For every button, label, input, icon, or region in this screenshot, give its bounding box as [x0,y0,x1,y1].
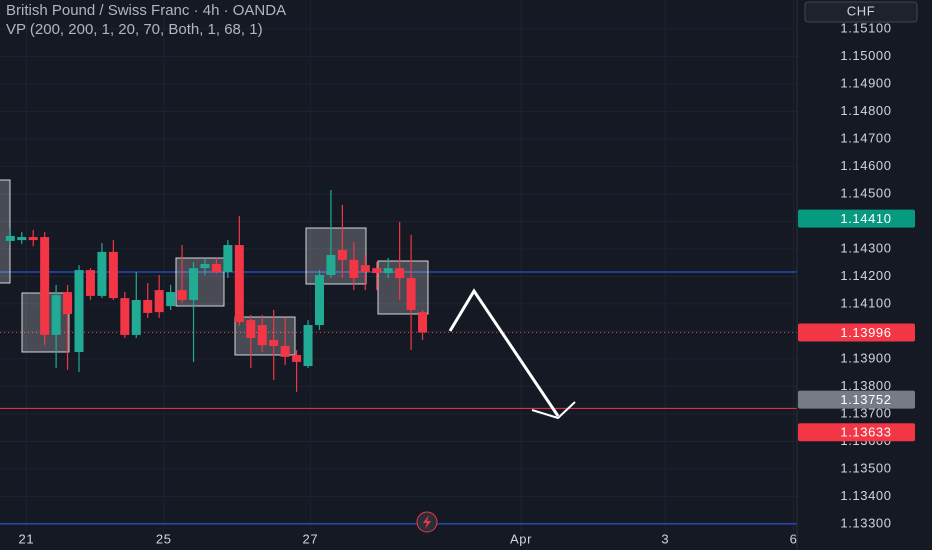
arrow-head [531,401,576,420]
y-tick-label: 1.13300 [840,515,891,530]
y-tick-label: 1.13800 [840,378,891,393]
chart-title: British Pound / Swiss Franc · 4h · OANDA [6,2,286,19]
x-tick-label: 6 [790,531,798,546]
y-tick-label: 1.14600 [840,158,891,173]
candle-body [280,345,290,357]
candle-body [143,300,153,313]
price-badge [798,209,915,228]
price-badge [798,323,915,342]
candle-body [120,298,130,335]
candle-body [5,235,15,241]
candle-body [97,251,107,296]
candle-body [177,290,187,301]
candle-body [108,251,118,299]
price-badge-label: 1.13996 [840,325,891,340]
candle-body [383,268,393,274]
currency-button[interactable] [804,1,918,23]
x-tick-label: 3 [661,531,669,546]
candle-body [360,265,370,272]
vp-box [0,179,11,284]
candle-body [200,264,210,269]
candle-body [314,275,324,326]
arrow-path [448,288,560,417]
candle-body [303,325,313,367]
y-tick-label: 1.14700 [840,130,891,145]
candle-body [17,237,27,241]
time-axis: 21 25 27 Apr 3 6 [19,531,798,546]
candle-body [85,270,95,296]
candle-body [269,339,279,346]
candle-body [189,268,199,301]
candles [5,190,428,392]
y-tick-label: 1.14900 [840,75,891,90]
candle-body [326,254,336,275]
candle-body [166,292,176,307]
candle-body [234,245,244,323]
candle-body [223,245,233,272]
candle-body [372,268,382,274]
candle-body [131,300,141,335]
candle-body [395,268,405,279]
candle-body [246,320,256,338]
price-badge-label: 1.14410 [840,211,891,226]
candle-body [28,237,38,241]
y-tick-label: 1.13500 [840,460,891,475]
y-tick-label: 1.14100 [840,295,891,310]
forecast-arrow [448,288,576,420]
candle-body [337,249,347,260]
x-tick-label: 25 [156,531,172,546]
candle-body [63,292,73,315]
y-tick-label: 1.13700 [840,405,891,420]
candle-body [349,259,359,279]
y-tick-label: 1.14200 [840,268,891,283]
price-badge-label: 1.13752 [840,392,891,407]
price-badges: 1.14410 1.13996 1.13752 1.13633 [798,209,915,442]
indicator-label: VP (200, 200, 1, 20, 70, Both, 1, 68, 1) [6,21,263,38]
candle-body [257,325,267,346]
candle-body [74,270,84,352]
y-tick-label: 1.13400 [840,488,891,503]
y-tick-label: 1.14300 [840,240,891,255]
candle-body [154,290,164,313]
y-tick-label: 1.13900 [840,350,891,365]
currency-label: CHF [847,3,876,18]
x-tick-label: 27 [302,531,318,546]
y-tick-label: 1.14800 [840,103,891,118]
candle-body [211,264,221,272]
y-tick-label: 1.15000 [840,48,891,63]
price-badge-label: 1.13633 [840,425,891,440]
x-tick-label: 21 [19,531,35,546]
event-icon [416,511,438,533]
price-badge [798,390,915,409]
y-tick-label: 1.14500 [840,185,891,200]
candle-body [406,278,416,310]
y-tick-label: 1.15100 [840,20,891,35]
price-badge [798,423,915,442]
candle-body [292,355,302,362]
x-tick-label: Apr [510,531,532,546]
candle-body [51,295,61,335]
candle-body [40,237,50,335]
candle-body [418,312,428,333]
